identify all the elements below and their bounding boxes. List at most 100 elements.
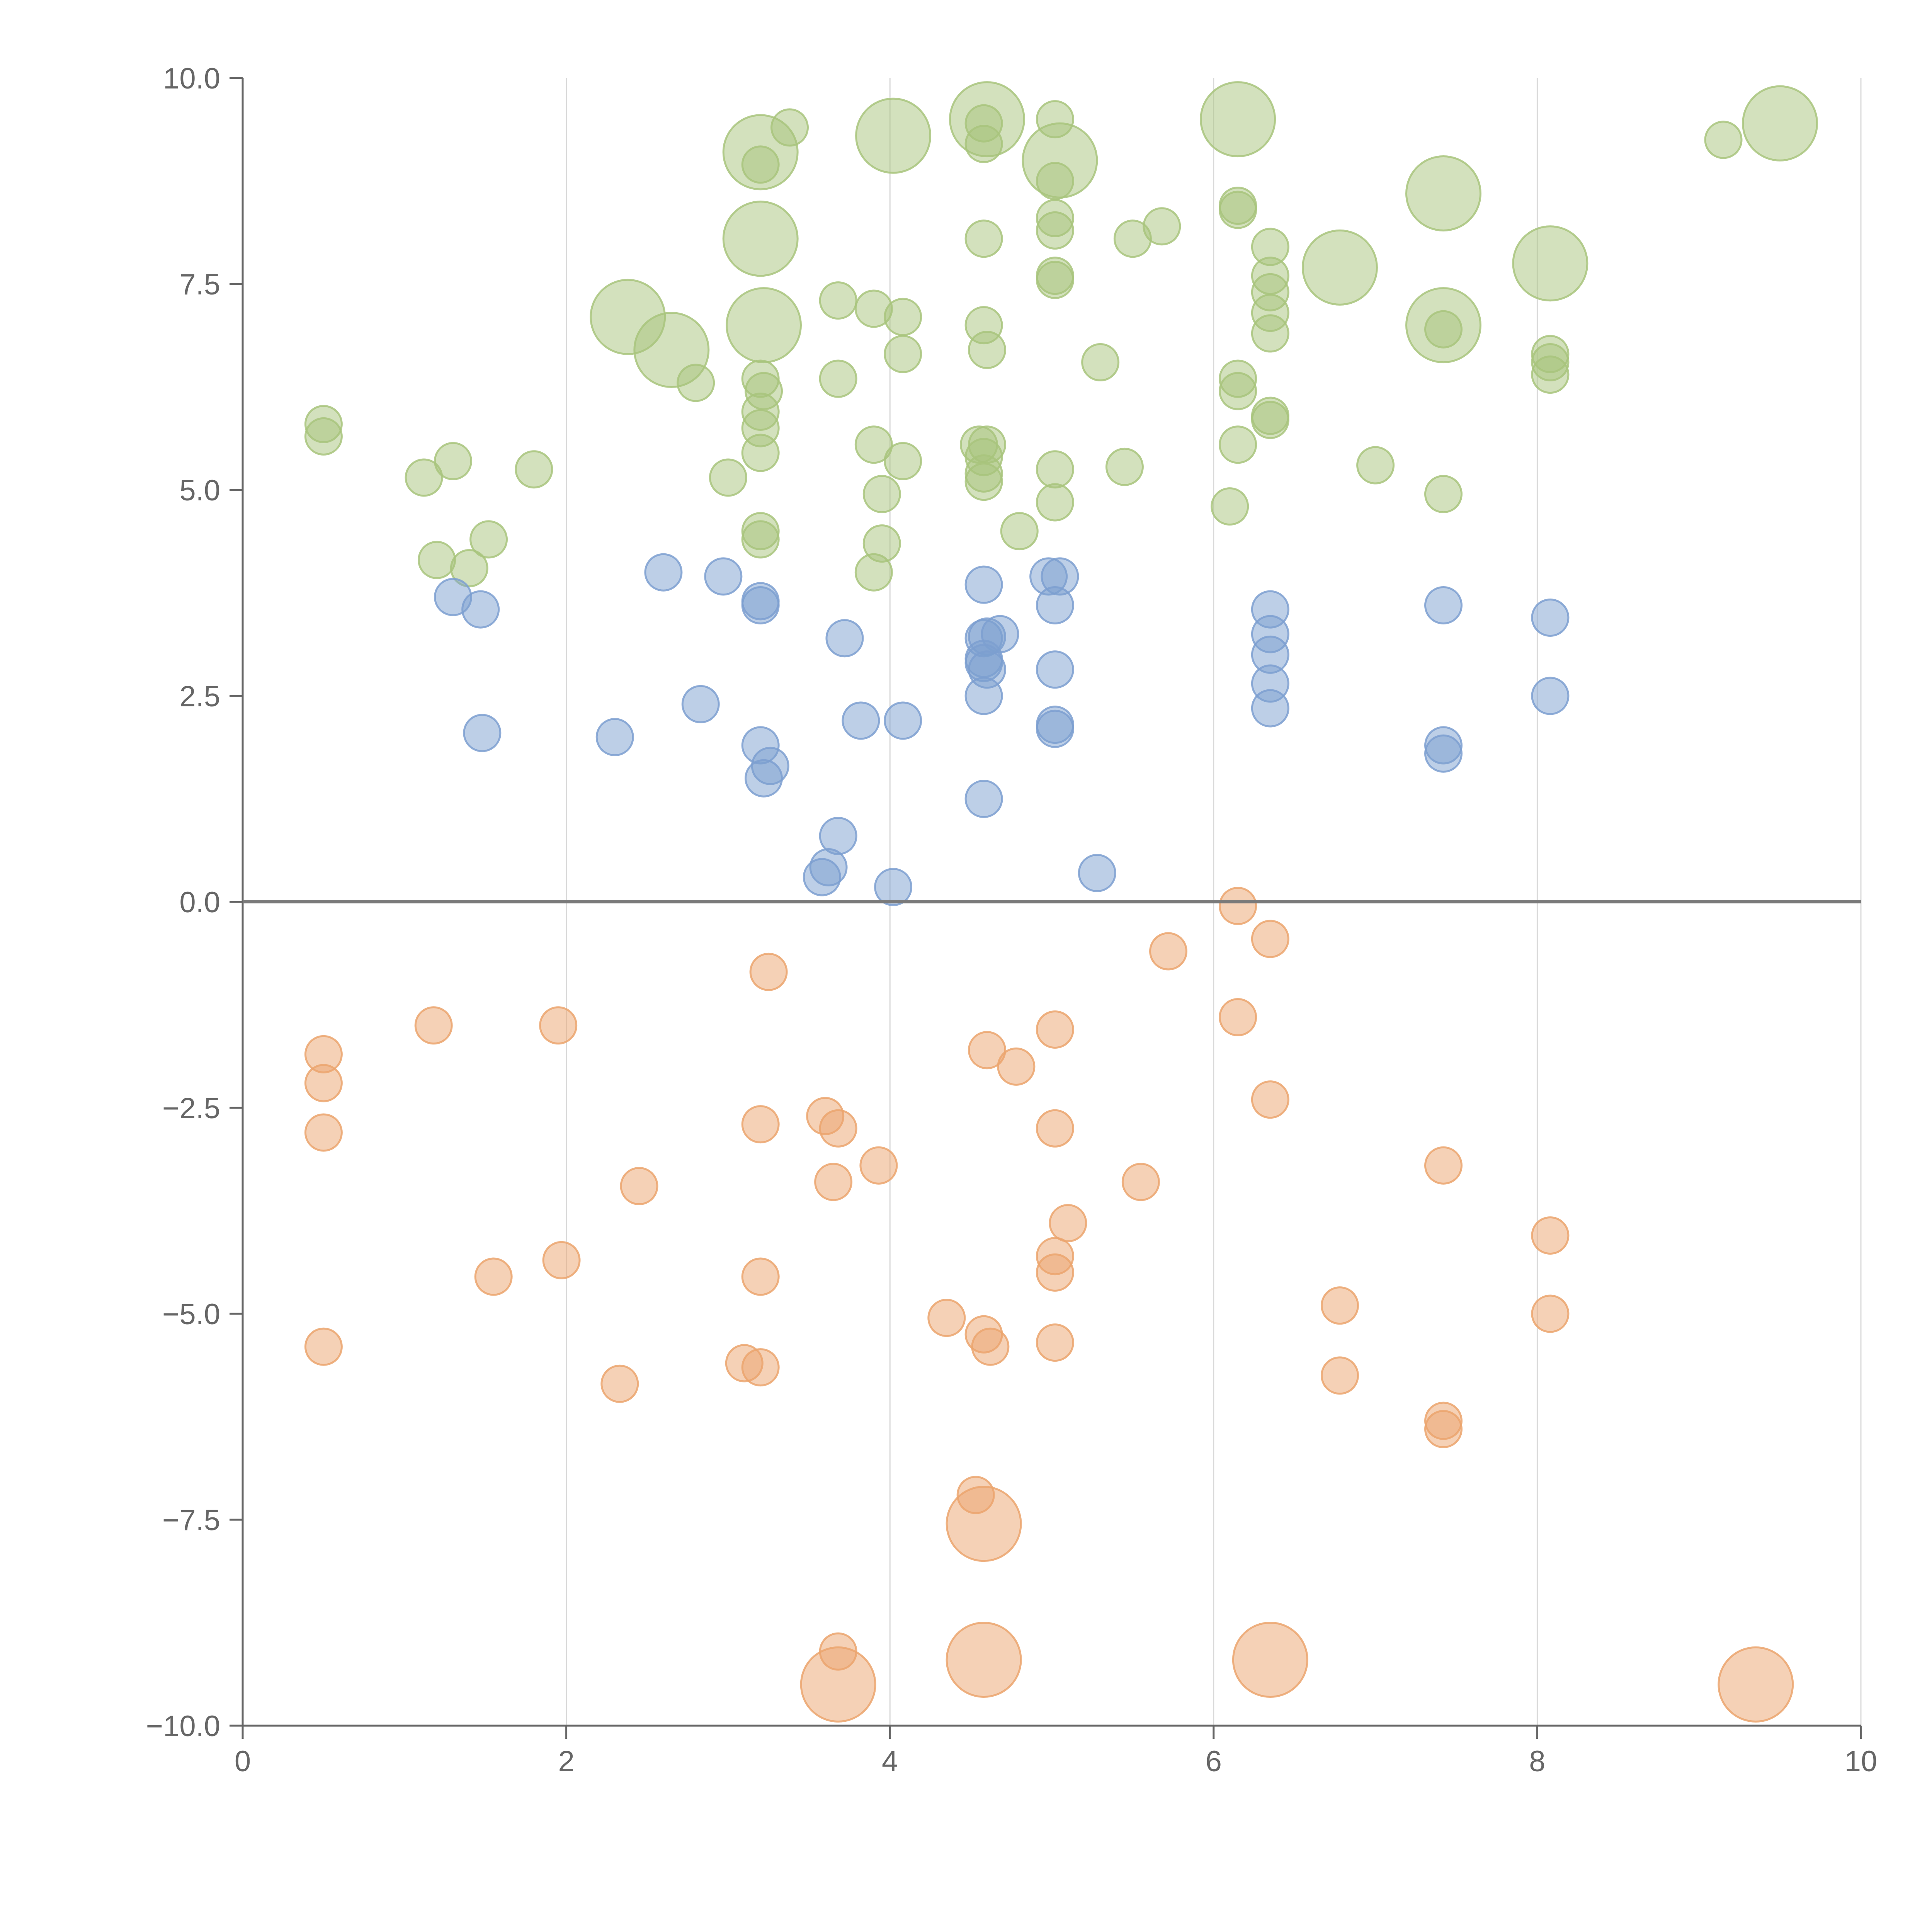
x-tick-label: 4 [882,1745,898,1778]
data-bubble [304,1113,343,1152]
data-bubble [1143,207,1181,246]
data-bubble [855,97,932,174]
data-bubble [515,450,553,489]
data-bubble [1405,155,1481,231]
data-bubble [964,780,1003,818]
data-bubble [842,701,880,740]
data-bubble [819,359,857,398]
data-bubble [825,619,864,658]
bubble-series [304,887,1794,1723]
data-bubble [709,458,747,497]
data-bubble [405,458,443,497]
data-bubble [469,520,508,559]
data-bubble [884,298,922,336]
data-bubble [1219,425,1257,464]
data-bubble [800,1646,876,1723]
data-bubble [971,1327,1010,1366]
data-bubble [862,475,901,514]
y-tick-label: −2.5 [162,1092,220,1125]
bubble-series [304,81,1818,592]
data-bubble [1232,1621,1308,1698]
data-bubble [749,952,788,991]
data-bubble [1036,709,1074,748]
data-bubble [1356,446,1395,485]
data-bubble [1121,1163,1160,1201]
data-bubble [884,701,922,740]
data-bubble [1531,1294,1570,1333]
data-bubble [434,442,472,480]
data-bubble [1531,355,1570,394]
bubble-layer [304,81,1818,1723]
data-bubble [814,1163,853,1201]
data-bubble [1531,1216,1570,1255]
data-bubble [862,524,901,563]
data-bubble [304,417,343,456]
data-bubble [1036,586,1074,624]
data-bubble [595,718,634,757]
data-bubble [1219,190,1257,229]
data-bubble [644,553,683,592]
data-bubble [414,1006,453,1045]
data-bubble [1424,475,1463,514]
x-tick-label: 0 [235,1745,251,1778]
data-bubble [819,281,857,320]
data-bubble [1049,1204,1087,1242]
data-bubble [1424,586,1463,624]
y-tick-label: 7.5 [179,268,220,301]
data-bubble [1036,211,1074,250]
data-bubble [1036,1323,1074,1362]
data-bubble [1200,81,1276,158]
data-bubble [1036,1010,1074,1049]
data-bubble [704,557,743,596]
data-bubble [1000,512,1039,551]
data-bubble [946,1621,1022,1698]
data-bubble [1424,310,1463,349]
data-bubble [1105,447,1144,486]
y-tick-label: 10.0 [163,62,220,95]
data-bubble [741,145,780,184]
data-bubble [884,442,922,480]
data-bubble [741,582,780,621]
data-bubble [964,565,1003,604]
data-bubble [1251,1080,1289,1119]
y-tick-label: −7.5 [162,1504,220,1537]
data-bubble [726,287,802,364]
data-bubble [1036,1109,1074,1148]
data-bubble [964,219,1003,258]
x-tick-label: 8 [1529,1745,1545,1778]
y-tick-label: 2.5 [179,680,220,713]
data-bubble [1424,1410,1463,1448]
data-bubble [461,590,500,629]
data-bubble [1424,1146,1463,1185]
data-bubble [741,1105,780,1144]
data-bubble [418,541,456,579]
axis-layer [242,78,1861,1727]
data-bubble [620,1167,658,1206]
x-tick-label: 10 [1845,1745,1878,1778]
data-bubble [741,520,780,559]
data-bubble [1251,920,1289,958]
data-bubble [1742,85,1818,162]
data-bubble [722,201,799,277]
data-bubble [854,425,893,464]
data-bubble [859,1146,898,1185]
y-tick-label: 0.0 [179,886,220,919]
data-bubble [1704,121,1743,159]
data-bubble [600,1364,639,1403]
data-bubble [1531,677,1570,715]
data-bubble [474,1257,513,1296]
data-bubble [819,1109,857,1148]
data-bubble [1036,162,1074,200]
data-bubble [1219,372,1257,410]
data-bubble [1531,598,1570,637]
data-bubble [539,1006,578,1045]
data-bubble [1512,225,1588,302]
data-bubble [1036,450,1074,489]
data-bubble [964,125,1003,163]
data-bubble [677,364,715,402]
tick-layer: 0 2 4 6 8 10 10.0 7.5 5.0 2.5 0.0 −2.5 −5.0 −7.5 −10.0 [146,62,1878,1778]
data-bubble [1320,1356,1359,1395]
data-bubble [542,1241,581,1279]
